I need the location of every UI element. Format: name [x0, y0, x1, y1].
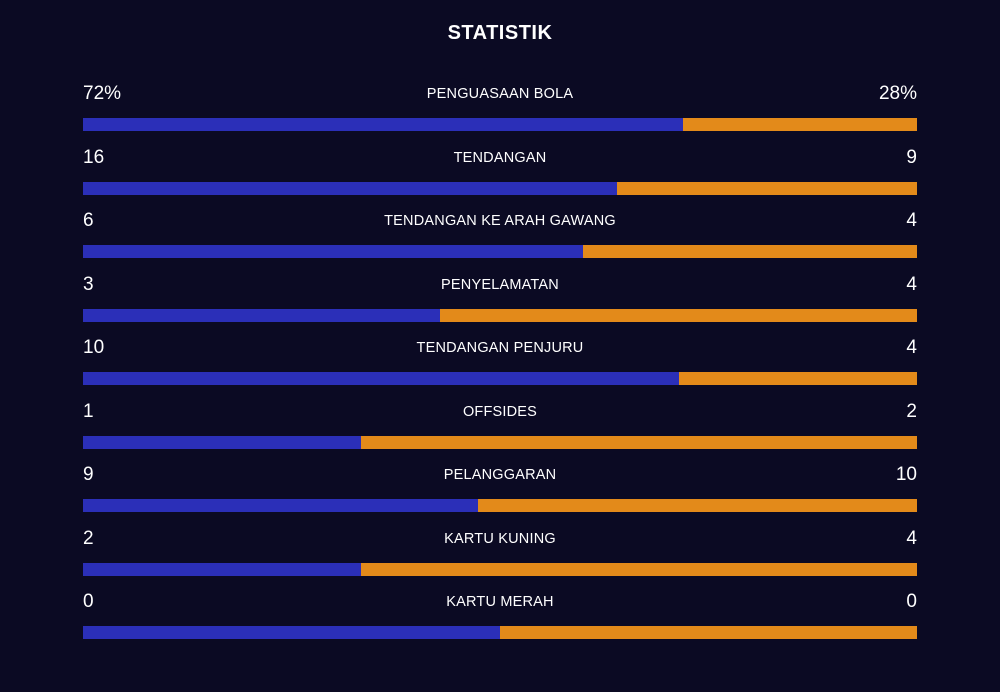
comparison-bar	[83, 435, 917, 449]
stat-header: 6 TENDANGAN KE ARAH GAWANG 4	[83, 207, 917, 235]
away-bar-segment	[616, 181, 917, 195]
home-value: 16	[83, 146, 105, 168]
stat-label: TENDANGAN	[453, 149, 547, 166]
stat-label: PENYELAMATAN	[441, 276, 559, 293]
home-value: 3	[83, 273, 94, 295]
away-value: 10	[895, 464, 917, 485]
away-value: 28%	[878, 83, 917, 104]
home-value: 6	[83, 210, 94, 231]
stat-header: 2 KARTU KUNING 4	[83, 525, 917, 553]
away-bar-segment	[478, 499, 917, 512]
comparison-bar	[83, 626, 917, 639]
away-value: 0	[906, 591, 917, 612]
home-value: 9	[83, 464, 94, 485]
away-bar-segment	[360, 435, 917, 449]
stat-label: TENDANGAN KE ARAH GAWANG	[384, 213, 616, 229]
away-value: 2	[906, 400, 917, 422]
stat-row: 72% PENGUASAAN BOLA 28%	[83, 80, 917, 144]
stat-label: KARTU KUNING	[444, 530, 556, 547]
comparison-bar	[83, 118, 917, 131]
comparison-bar	[83, 562, 917, 576]
stat-header: 72% PENGUASAAN BOLA 28%	[83, 80, 917, 108]
home-value: 72%	[83, 83, 122, 104]
stat-row: 10 TENDANGAN PENJURU 4	[83, 334, 917, 398]
home-bar-segment	[83, 118, 684, 131]
home-value: 0	[83, 591, 94, 612]
away-bar-segment	[678, 372, 917, 385]
home-bar-segment	[83, 499, 479, 512]
stat-header: 9 PELANGGARAN 10	[83, 461, 917, 489]
stat-header: 10 TENDANGAN PENJURU 4	[83, 334, 917, 362]
stat-header: 16 TENDANGAN 9	[83, 144, 917, 172]
home-value: 1	[83, 400, 94, 422]
page-title: STATISTIK	[447, 22, 553, 44]
home-value: 10	[83, 337, 105, 358]
home-bar-segment	[83, 626, 500, 639]
stat-row: 6 TENDANGAN KE ARAH GAWANG 4	[83, 207, 917, 271]
home-bar-segment	[83, 245, 584, 258]
home-bar-segment	[83, 181, 617, 195]
stat-row: 1 OFFSIDES 2	[83, 398, 917, 462]
away-value: 4	[906, 273, 917, 295]
away-value: 4	[906, 527, 917, 549]
away-value: 9	[906, 146, 917, 168]
away-bar-segment	[440, 308, 917, 322]
stat-header: 1 OFFSIDES 2	[83, 398, 917, 426]
stat-row: 0 KARTU MERAH 0	[83, 588, 917, 652]
stat-row: 2 KARTU KUNING 4	[83, 525, 917, 589]
stat-label: TENDANGAN PENJURU	[416, 340, 584, 356]
away-bar-segment	[583, 245, 917, 258]
comparison-bar	[83, 372, 917, 385]
away-bar-segment	[360, 562, 917, 576]
stat-header: 0 KARTU MERAH 0	[83, 588, 917, 616]
stat-label: OFFSIDES	[462, 403, 538, 420]
comparison-bar	[83, 499, 917, 512]
comparison-bar	[83, 308, 917, 322]
stat-label: PELANGGARAN	[443, 467, 557, 483]
away-value: 4	[906, 210, 917, 231]
home-value: 2	[83, 527, 94, 549]
away-value: 4	[906, 337, 917, 358]
comparison-bar	[83, 245, 917, 258]
home-bar-segment	[83, 372, 679, 385]
stats-list: 72% PENGUASAAN BOLA 28% 16 TENDANGAN 9 6 TENDAN…	[83, 80, 917, 652]
stat-row: 3 PENYELAMATAN 4	[83, 271, 917, 335]
stat-row: 9 PELANGGARAN 10	[83, 461, 917, 525]
away-bar-segment	[500, 626, 917, 639]
stat-label: PENGUASAAN BOLA	[426, 86, 574, 102]
home-bar-segment	[83, 435, 361, 449]
away-bar-segment	[683, 118, 917, 131]
home-bar-segment	[83, 308, 441, 322]
stat-header: 3 PENYELAMATAN 4	[83, 271, 917, 299]
comparison-bar	[83, 181, 917, 195]
stat-row: 16 TENDANGAN 9	[83, 144, 917, 208]
home-bar-segment	[83, 562, 361, 576]
stat-label: KARTU MERAH	[446, 594, 554, 610]
